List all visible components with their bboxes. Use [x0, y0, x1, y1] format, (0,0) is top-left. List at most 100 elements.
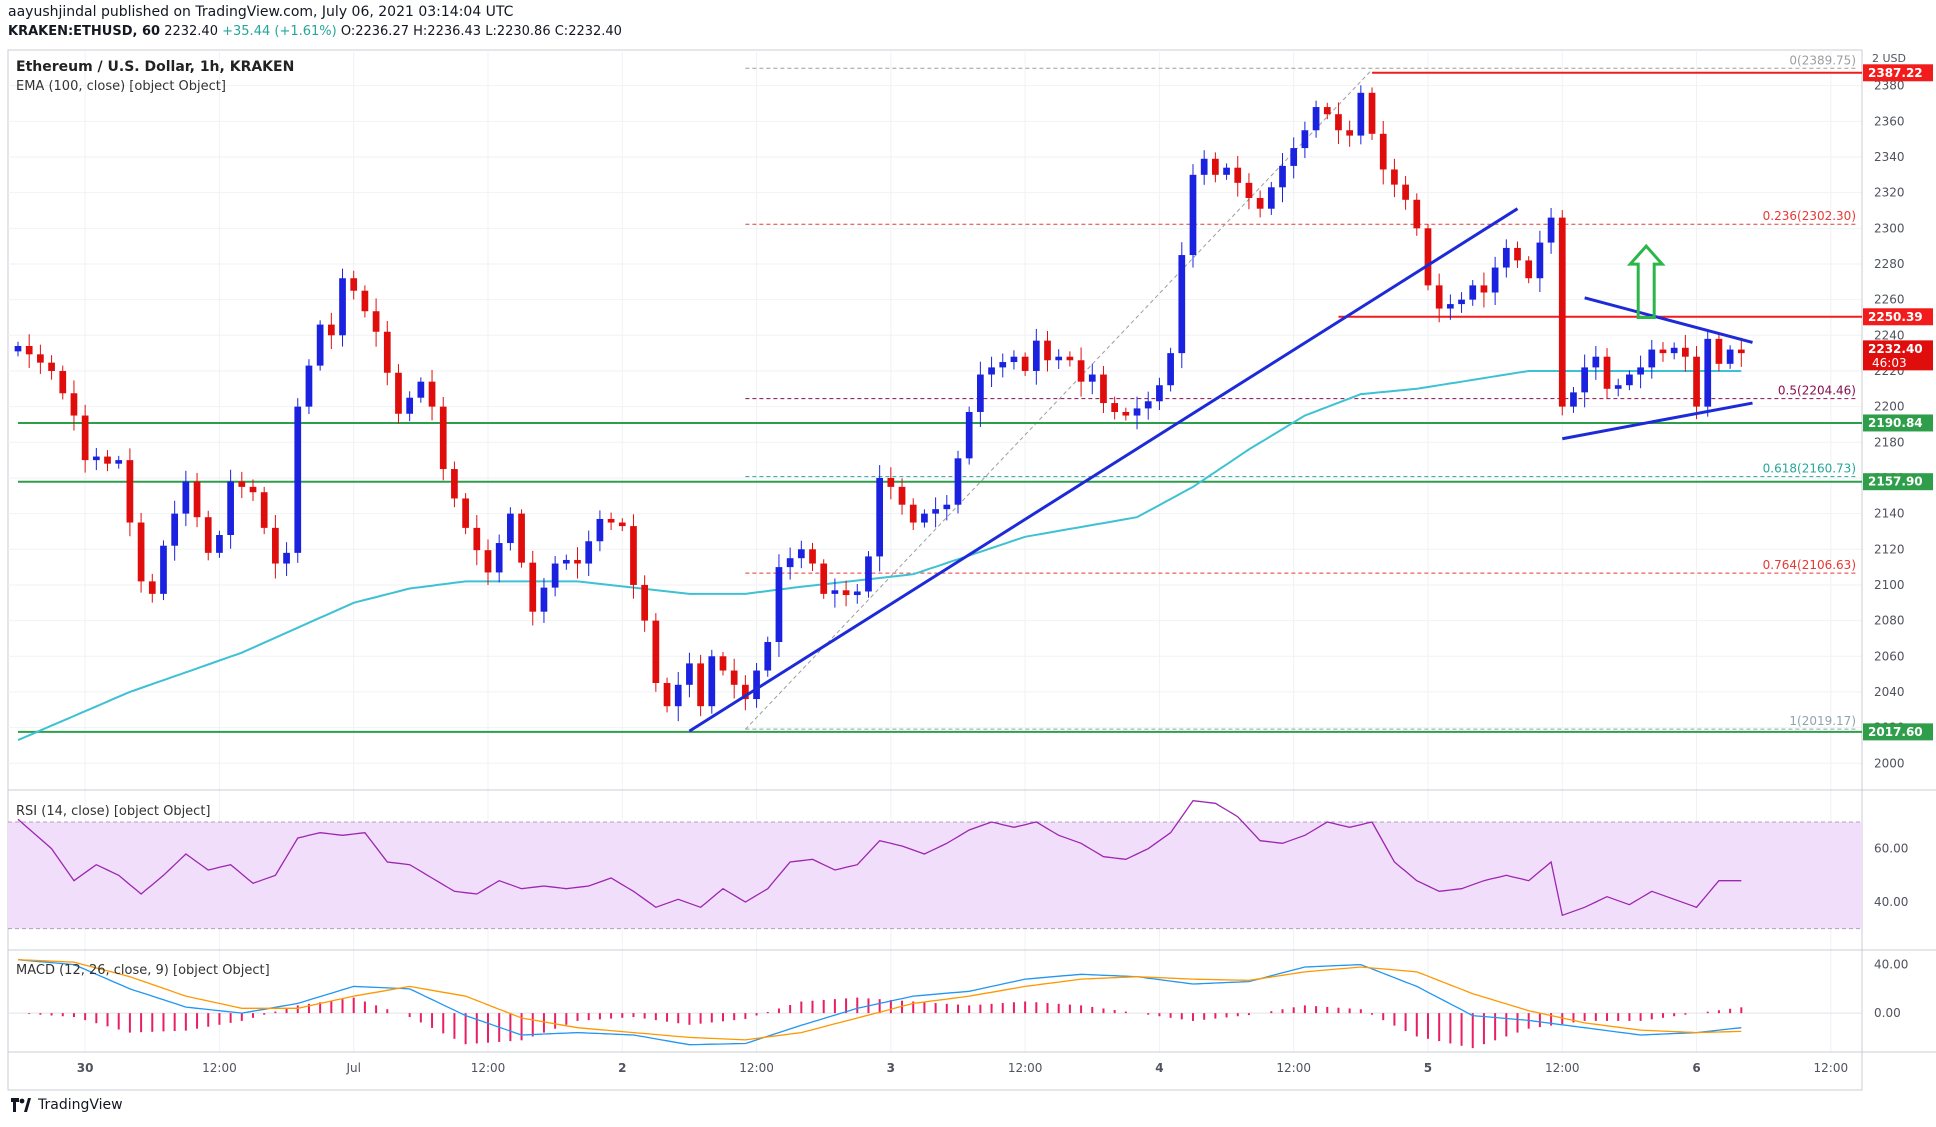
- candle-body: [876, 477, 884, 557]
- macd-legend: MACD (12, 26, close, 9) [object Object]: [16, 963, 270, 978]
- candle-body: [1100, 374, 1107, 404]
- time-tick: 6: [1692, 1061, 1700, 1075]
- candle-body: [988, 367, 995, 375]
- candle-body: [663, 683, 671, 707]
- candle-body: [115, 460, 123, 464]
- price-tick: 2260: [1874, 293, 1905, 307]
- candle-body: [1245, 182, 1253, 198]
- rsi-line: [17, 800, 1742, 917]
- candle-body: [216, 535, 223, 553]
- rsi-tick: 40.00: [1874, 895, 1908, 909]
- candle-body: [327, 324, 335, 336]
- candle-body: [809, 549, 816, 564]
- level-price-tag-bg: [1863, 473, 1933, 491]
- candle-body: [462, 498, 469, 528]
- price-tick: 2040: [1874, 685, 1905, 699]
- candle-body: [674, 684, 682, 707]
- candle-body: [607, 518, 615, 523]
- candle-body: [350, 278, 358, 291]
- level-price-tag: 2387.22: [1868, 66, 1923, 80]
- level-price-tag-bg: [1863, 308, 1933, 326]
- candle-body: [1659, 349, 1667, 354]
- rsi-tick: 60.00: [1874, 842, 1908, 856]
- candle-body: [484, 550, 492, 573]
- candle-body: [596, 518, 604, 542]
- candle-body: [1200, 158, 1208, 175]
- level-price-tag: 2250.39: [1868, 310, 1923, 324]
- symbol-line: KRAKEN:ETHUSD, 60 2232.40 +35.44 (+1.61%…: [8, 24, 622, 39]
- time-tick: 12:00: [1545, 1061, 1580, 1075]
- ema100-line: [17, 370, 1742, 742]
- price-tick: 2080: [1874, 614, 1905, 628]
- candle-body: [1335, 114, 1342, 131]
- candle-body: [1189, 174, 1197, 256]
- candle-body: [495, 543, 503, 573]
- candle-body: [1312, 107, 1320, 131]
- candle-body: [1133, 408, 1141, 416]
- macd-pane: 0.00 40.00: [8, 958, 1908, 1049]
- candle-body: [1693, 356, 1700, 407]
- candle-body: [1323, 107, 1331, 115]
- candle-body: [1223, 167, 1230, 175]
- time-tick: Jul: [345, 1061, 360, 1075]
- candle-body: [977, 374, 984, 412]
- candle-body: [283, 552, 290, 564]
- candle-body: [719, 656, 727, 671]
- fib-level-label: 0.764(2106.63): [1763, 558, 1856, 572]
- candle-body: [921, 513, 928, 523]
- price-unit-label: 2 USD: [1872, 52, 1906, 65]
- price-tick: 2320: [1874, 186, 1905, 200]
- candle-body: [775, 567, 783, 642]
- candle-body: [260, 492, 268, 528]
- candle-body: [1010, 356, 1018, 363]
- level-price-tag: 2190.84: [1868, 416, 1923, 430]
- candle-body: [361, 290, 369, 312]
- candle-body: [630, 526, 637, 585]
- candle-body: [1525, 260, 1533, 279]
- candle-body: [48, 362, 55, 371]
- candle-body: [383, 331, 391, 373]
- candle-body: [1592, 356, 1600, 368]
- candle-body: [294, 406, 302, 553]
- candle-body: [742, 684, 749, 700]
- ema-legend: EMA (100, close) [object Object]: [16, 79, 226, 94]
- candle-body: [1212, 158, 1219, 175]
- price-tick: 2340: [1874, 150, 1905, 164]
- candle-body: [529, 562, 537, 612]
- candle-body: [428, 381, 436, 407]
- price-tick: 2120: [1874, 542, 1905, 556]
- candle-body: [551, 563, 559, 588]
- last-price-tag-countdown: 46:03: [1872, 356, 1907, 370]
- candle-body: [1346, 130, 1354, 136]
- candle-body: [1402, 184, 1409, 200]
- candle-body: [1413, 199, 1421, 229]
- candle-body: [339, 278, 346, 336]
- candle-body: [1704, 338, 1712, 407]
- candle-body: [1614, 385, 1622, 389]
- fib-level-label: 0(2389.75): [1789, 53, 1856, 67]
- candle-body: [37, 354, 44, 363]
- close-value: C:2232.40: [554, 24, 622, 39]
- candle-body: [1626, 374, 1633, 386]
- last-price-tag: 2232.40: [1868, 342, 1923, 356]
- brand-text: TradingView: [38, 1097, 123, 1113]
- candle-body: [518, 513, 525, 563]
- candle-body: [1066, 356, 1074, 361]
- candle-body: [473, 527, 481, 551]
- time-axis: 30 12:00 Jul 12:00 2 12:00 3 12:00 4 12:00 5 12:00 6…: [77, 1061, 1849, 1075]
- low-value: L:2230.86: [485, 24, 551, 39]
- time-tick: 12:00: [1814, 1061, 1849, 1075]
- candles-layer: [14, 85, 1745, 722]
- candle-body: [786, 558, 794, 568]
- candle-body: [697, 663, 704, 707]
- candle-body: [1469, 285, 1477, 300]
- candle-body: [1648, 349, 1656, 368]
- candle-body: [1167, 353, 1174, 386]
- candle-body: [59, 370, 67, 394]
- candle-body: [797, 549, 805, 559]
- candle-body: [965, 411, 973, 459]
- candle-body: [1144, 401, 1152, 409]
- candle-body: [932, 509, 939, 514]
- candle-body: [562, 559, 570, 564]
- trend-line: [1584, 296, 1753, 344]
